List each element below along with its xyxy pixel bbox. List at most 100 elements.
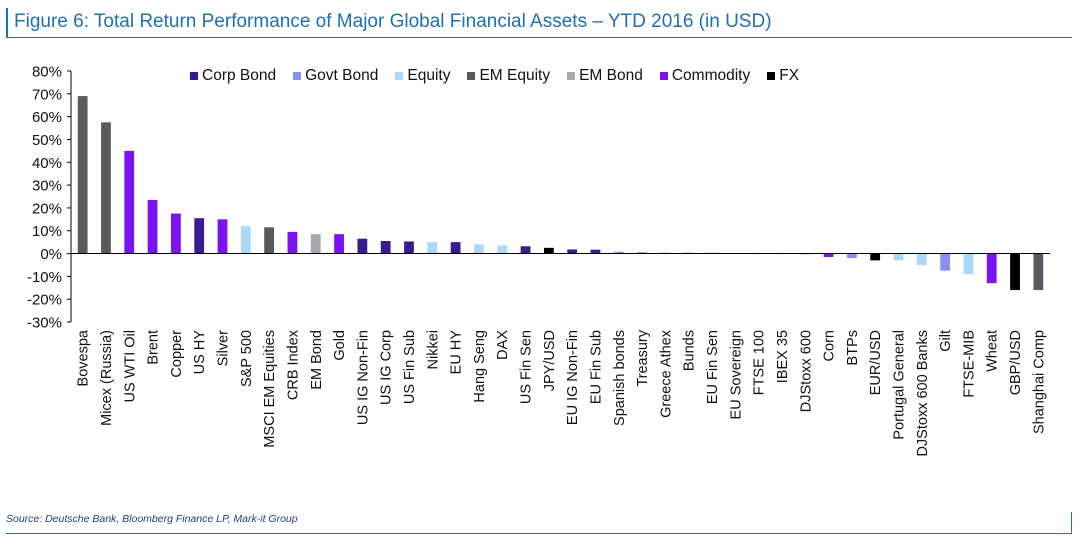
x-tick-label: Bovespa <box>76 329 92 386</box>
bar-36 <box>893 253 904 261</box>
source-note: Source: Deutsche Bank, Bloomberg Finance… <box>6 513 298 525</box>
x-tick-label: Hang Seng <box>472 330 488 403</box>
bar-42 <box>1033 253 1044 291</box>
x-tick-label: Treasury <box>635 329 651 386</box>
x-tick-label: EU Sovereign <box>728 330 744 419</box>
x-tick-label: Brent <box>146 330 162 365</box>
legend-item: EM Equity <box>467 67 550 85</box>
bar-40 <box>986 253 997 284</box>
y-tick-label: -30% <box>27 315 62 332</box>
legend-item: Equity <box>395 67 450 85</box>
x-tick-label: GBP/USD <box>1008 330 1024 395</box>
legend-label: Equity <box>407 67 451 84</box>
x-tick-label: US WTI Oil <box>122 330 138 403</box>
bar-37 <box>916 253 927 265</box>
x-tick-label: JPY/USD <box>542 330 558 391</box>
right-divider <box>1071 512 1072 533</box>
y-tick-label: 60% <box>32 109 62 126</box>
legend-label: EM Bond <box>579 67 643 84</box>
x-tick-label: EU Fin Sen <box>705 330 721 404</box>
x-tick-label: Wheat <box>985 330 1001 372</box>
x-tick-label: Gold <box>332 330 348 361</box>
bar-22 <box>567 249 578 254</box>
legend-swatch <box>190 72 198 80</box>
bar-21 <box>543 247 554 254</box>
x-tick-label: US HY <box>192 330 208 375</box>
bar-9 <box>264 227 275 254</box>
x-tick-label: US Fin Sub <box>402 330 418 404</box>
legend-item: Corp Bond <box>190 67 276 85</box>
x-tick-label: DAX <box>495 330 511 360</box>
legend-item: Govt Bond <box>293 67 378 85</box>
x-tick-label: Greece Athex <box>658 329 674 418</box>
y-tick-label: 70% <box>32 86 62 103</box>
chart-legend: Corp Bond Govt Bond Equity EM Equity EM Bond… <box>190 66 816 86</box>
bar-11 <box>310 234 321 254</box>
bar-26 <box>660 252 671 254</box>
x-tick-label: FTSE-MIB <box>961 330 977 398</box>
x-tick-label: EU Fin Sub <box>588 330 604 404</box>
x-tick-label: DJStoxx 600 <box>798 330 814 412</box>
y-tick-label: -10% <box>27 269 62 286</box>
bar-3 <box>124 150 135 254</box>
y-tick-label: 0% <box>40 246 62 263</box>
figure-title: Figure 6: Total Return Performance of Ma… <box>14 11 772 32</box>
x-tick-label: IBEX 35 <box>775 330 791 383</box>
y-tick-label: 20% <box>32 200 62 217</box>
legend-swatch <box>293 72 302 80</box>
y-tick-label: -20% <box>27 292 62 309</box>
bar-23 <box>590 249 601 254</box>
legend-label: EM Equity <box>479 67 551 84</box>
x-tick-label: FTSE 100 <box>752 330 768 395</box>
x-tick-label: Gilt <box>938 330 954 352</box>
bar-20 <box>520 246 531 254</box>
bar-10 <box>287 231 298 254</box>
bar-5 <box>170 213 181 254</box>
y-tick-label: 40% <box>32 155 62 172</box>
bar-34 <box>846 253 857 259</box>
bar-25 <box>637 252 647 254</box>
legend-swatch <box>467 72 476 80</box>
x-tick-label: BTPs <box>845 330 861 365</box>
bar-14 <box>380 240 391 254</box>
x-tick-label: US Fin Sen <box>519 330 535 404</box>
bar-19 <box>497 245 508 254</box>
bar-35 <box>870 253 881 261</box>
bar-17 <box>450 242 461 254</box>
legend-label: Corp Bond <box>202 67 277 84</box>
figure-title-bar: Figure 6: Total Return Performance of Ma… <box>6 8 1072 38</box>
bar-41 <box>1010 253 1020 291</box>
x-tick-label: US IG Corp <box>379 330 395 405</box>
bar-39 <box>963 253 974 275</box>
x-tick-label: Portugal General <box>891 330 907 440</box>
bar-32 <box>800 253 811 255</box>
x-tick-label: CRB Index <box>285 329 301 400</box>
legend-item: FX <box>767 67 799 85</box>
legend-swatch <box>395 72 404 80</box>
bar-8 <box>240 226 251 254</box>
x-tick-label: Nikkei <box>425 330 441 369</box>
x-tick-label: MSCI EM Equities <box>262 330 278 448</box>
x-tick-label: EM Bond <box>309 330 325 390</box>
y-tick-label: 80% <box>32 64 62 81</box>
bar-33 <box>823 253 834 257</box>
bar-1 <box>77 96 88 254</box>
bar-chart: 80% 70% 60% 50% 40% 30% 20% 10% 0% -10% -20% -30% Bo… <box>27 64 1050 457</box>
bar-16 <box>427 242 438 254</box>
x-tick-label: EU IG Non-Fin <box>565 330 581 425</box>
bar-6 <box>194 218 205 254</box>
x-tick-label: Corn <box>822 330 838 361</box>
bottom-divider <box>6 533 1072 534</box>
bar-12 <box>334 234 344 254</box>
bar-13 <box>357 238 368 254</box>
legend-item: EM Bond <box>567 67 643 85</box>
y-tick-label: 10% <box>32 223 62 240</box>
legend-swatch <box>659 72 668 80</box>
legend-label: Govt Bond <box>305 67 379 84</box>
y-tick-label: 50% <box>32 132 62 149</box>
bar-38 <box>940 253 951 271</box>
legend-swatch <box>567 72 576 80</box>
x-tick-label: DJStoxx 600 Banks <box>915 330 931 457</box>
x-tick-label: Shanghai Comp <box>1031 330 1047 434</box>
x-tick-label: EU HY <box>449 330 465 375</box>
